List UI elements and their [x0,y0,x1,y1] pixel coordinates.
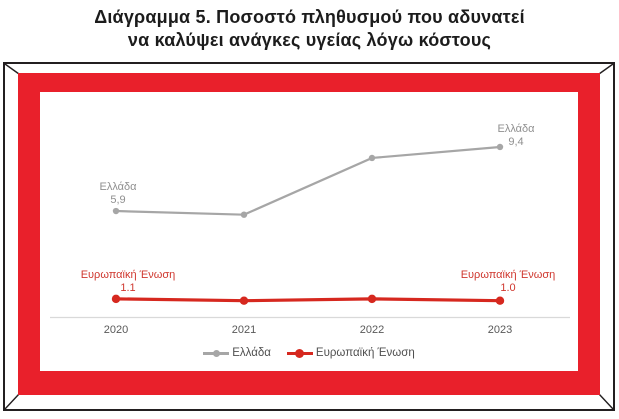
data-point-eu-2020 [111,294,121,304]
x-tick-2023: 2023 [487,324,513,336]
legend-item-eu: Ευρωπαϊκή Ένωση [286,346,415,360]
data-label-eu-2020: Ευρωπαϊκή Ένωση 1.1 [68,269,188,294]
chart-title: Διάγραμμα 5. Ποσοστό πληθυσμού που αδυνα… [0,6,619,52]
frame-corner-miters [4,63,614,410]
data-point-greece-2023 [496,143,504,151]
x-tick-2021: 2021 [231,324,257,336]
data-point-eu-2023 [495,296,505,305]
series-line-eu [115,297,501,303]
x-tick-2020: 2020 [103,324,129,336]
series-name: Ελλάδα [497,123,535,135]
x-tick-2022: 2022 [359,324,385,336]
legend-marker-eu-icon [286,346,313,360]
series-layer [111,143,505,305]
chart-title-line1: Διάγραμμα 5. Ποσοστό πληθυσμού που αδυνα… [94,7,525,27]
legend-label-eu: Ευρωπαϊκή Ένωση [315,347,415,359]
series-name: Ελλάδα [99,181,137,193]
data-label-greece-2023: Ελλάδα 9,4 [466,123,566,148]
data-label-eu-2023: Ευρωπαϊκή Ένωση 1.0 [448,269,568,294]
chart-title-line2: να καλύψει ανάγκες υγείας λόγω κόστους [127,30,492,50]
chart-legend: Ελλάδα Ευρωπαϊκή Ένωση [40,344,578,362]
series-name: Ευρωπαϊκή Ένωση [80,269,176,281]
series-line-greece [115,145,501,216]
data-point-greece-2021 [240,211,248,218]
legend-marker-greece-icon [203,346,230,360]
data-value: 5,9 [110,193,126,206]
data-value: 9,4 [508,135,524,148]
frame-outer-border [3,62,615,411]
data-point-eu-2021 [239,296,249,305]
legend-item-greece: Ελλάδα [203,346,271,360]
data-value: 1.0 [500,281,516,294]
data-point-eu-2022 [367,294,377,304]
data-value: 1.1 [120,281,136,294]
data-point-greece-2022 [368,154,376,162]
data-label-greece-2020: Ελλάδα 5,9 [68,181,168,206]
legend-label-greece: Ελλάδα [232,347,271,359]
series-name: Ευρωπαϊκή Ένωση [460,269,556,281]
data-point-greece-2020 [112,207,120,215]
